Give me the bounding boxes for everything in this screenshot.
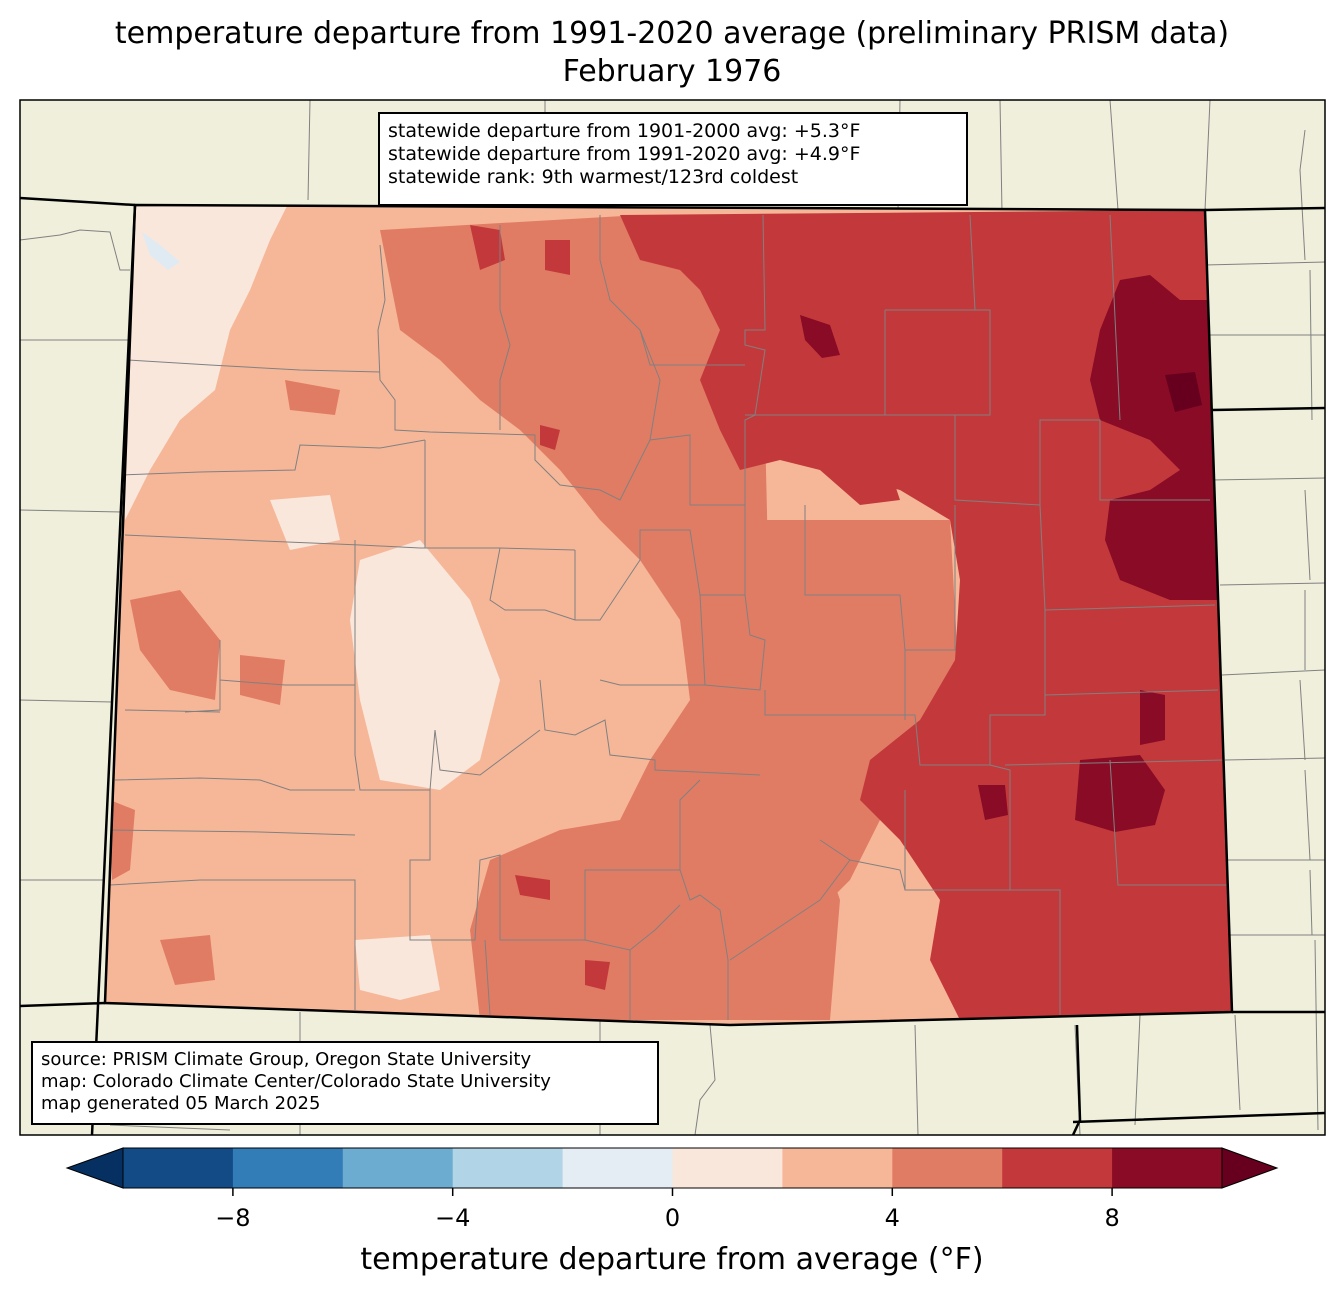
map-title: temperature departure from 1991-2020 ave… bbox=[114, 16, 1230, 51]
colorbar-bin-2 bbox=[342, 1148, 454, 1188]
colorbar-bin-8 bbox=[1002, 1148, 1113, 1188]
colorbar-over-arrow bbox=[1221, 1147, 1279, 1189]
colorbar-tick-label: 4 bbox=[884, 1204, 900, 1232]
colorbar-title: temperature departure from average (°F) bbox=[360, 1242, 984, 1277]
colorbar-tick-label: −8 bbox=[215, 1204, 251, 1232]
colorbar-bin-4 bbox=[562, 1148, 673, 1188]
colorbar-bin-3 bbox=[452, 1148, 564, 1188]
source-box: source: PRISM Climate Group, Oregon Stat… bbox=[31, 1041, 659, 1125]
map-frame bbox=[19, 99, 1326, 1136]
map-subtitle: February 1976 bbox=[562, 54, 782, 89]
map-credit-line: map: Colorado Climate Center/Colorado St… bbox=[41, 1071, 551, 1092]
colorado-temperature-field bbox=[105, 205, 1232, 1025]
source-line: source: PRISM Climate Group, Oregon Stat… bbox=[41, 1049, 532, 1070]
colorbar-tick-label: 0 bbox=[664, 1204, 681, 1232]
statewide-stats-box: statewide departure from 1901-2000 avg: … bbox=[378, 112, 968, 206]
colorbar-under-arrow bbox=[65, 1147, 124, 1189]
colorbar-bin-1 bbox=[232, 1148, 344, 1188]
stats-departure-1991-2020: statewide departure from 1991-2020 avg: … bbox=[388, 143, 861, 165]
colorbar-bin-9 bbox=[1112, 1148, 1223, 1188]
colorbar-bin-7 bbox=[892, 1148, 1003, 1188]
colorbar-tick-label: −4 bbox=[434, 1204, 471, 1232]
colorado-county-lines bbox=[109, 214, 1228, 1020]
generated-date-line: map generated 05 March 2025 bbox=[41, 1093, 321, 1114]
state-boundaries bbox=[20, 196, 1325, 1135]
colorbar-tick-label: 8 bbox=[1104, 1204, 1120, 1232]
colorbar-bin-0 bbox=[123, 1148, 234, 1188]
stats-departure-1901-2000: statewide departure from 1901-2000 avg: … bbox=[388, 120, 861, 142]
stats-rank: statewide rank: 9th warmest/123rd coldes… bbox=[388, 166, 799, 188]
colorbar-bin-6 bbox=[782, 1148, 893, 1188]
colorbar bbox=[65, 1147, 1279, 1196]
colorbar-bin-5 bbox=[672, 1148, 783, 1188]
